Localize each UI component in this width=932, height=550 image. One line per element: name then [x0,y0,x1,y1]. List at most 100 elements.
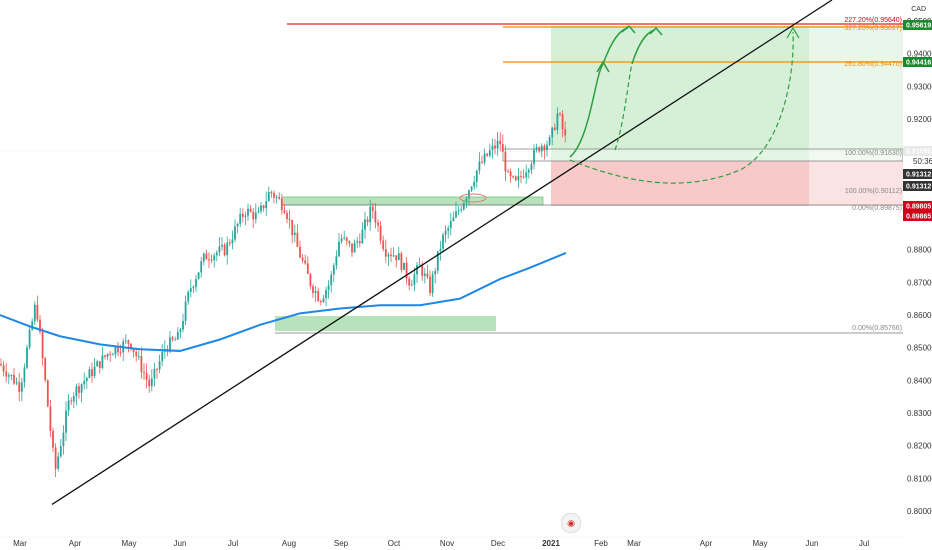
candle-body [556,113,559,130]
candle-body [533,149,535,165]
projection-path-5 [569,31,794,184]
candle-body [530,164,533,170]
candle-body [548,137,551,145]
candle-body [473,181,476,187]
price-tag-label: 0.91585 [906,149,931,156]
candle-body [439,248,442,252]
candle-body [111,354,114,356]
candle-body [384,249,387,257]
x-tick-label: Mar [13,539,27,548]
candle-body [496,140,499,149]
candle-body [421,264,424,276]
candle-body [504,151,507,172]
candle-body [338,241,340,257]
candle-body [93,366,96,377]
candle-body [205,253,208,260]
candle-body [387,254,390,257]
fib-label: 100.00%(0.90112) [845,188,902,195]
fib-label: 100.00%(0.91630) [844,150,902,157]
price-tag [903,169,932,179]
candle-body [13,374,15,384]
candle-body [520,175,522,177]
candle-body [140,355,143,373]
candle-body [423,273,426,276]
candle-body [91,369,93,377]
x-tick-label: Jul [228,539,238,548]
x-tick-label: Sep [334,539,349,548]
candle-body [327,285,330,291]
candle-body [434,270,437,275]
candle-body [10,374,13,376]
candle-body [124,340,127,342]
candle-body [522,176,525,178]
candle-body [260,205,262,212]
candle-body [161,351,164,362]
candle-body [540,145,543,152]
candle-body [267,191,270,202]
candle-body [221,244,223,247]
price-tag-label: 0.89865 [906,214,931,221]
candle-body [312,286,314,294]
candle-body [228,242,231,244]
candle-body [343,237,346,239]
candle-body [195,279,197,287]
candle-body [413,274,416,285]
currency-label: CAD [911,6,926,13]
candle-body [517,175,520,181]
candle-body [137,355,140,357]
candle-body [33,304,36,322]
candle-body [512,176,515,178]
candle-body [283,210,286,214]
candle-body [231,239,234,244]
candle-body [200,261,203,273]
candle-body [546,144,548,151]
price-tag [903,201,932,211]
candle-body [54,447,57,469]
arrow-head-icon [621,24,636,34]
candle-body [444,230,447,235]
candle-body [184,301,187,321]
trend-line [51,0,833,506]
candle-body [403,262,405,270]
price-axis [903,0,932,550]
candle-body [20,382,23,392]
arrow-head-icon [649,26,663,36]
candle-body [145,373,148,380]
candle-body [59,446,62,457]
candle-body [223,244,226,256]
price-tag [903,57,932,67]
candle-body [358,241,361,244]
candle-body [364,219,366,230]
x-tick-label: Jun [174,539,187,548]
candle-body [278,197,281,199]
x-tick-label: Jul [859,539,869,548]
x-tick-label: Oct [388,539,401,548]
projection-path-1 [569,63,604,158]
price-tag [903,211,932,221]
candle-body [351,243,353,253]
target-zone [551,26,809,161]
candle-body [153,368,156,379]
candle-body [218,246,221,253]
candle-body [416,265,418,275]
candle-body [114,346,117,355]
support-zone-upper [281,196,544,206]
candle-body [135,351,138,357]
candle-body [462,203,465,210]
candle-body [527,169,530,173]
candle-body [179,329,182,333]
x-tick-label: Nov [440,539,454,548]
candle-body [39,319,41,332]
candle-body [356,241,359,243]
candle-body [429,276,431,294]
candle-body [475,170,478,182]
candle-body [465,198,468,204]
candle-body [397,253,400,261]
moving-average-line [0,252,567,352]
candle-body [88,369,91,378]
x-tick-label: May [752,539,767,548]
